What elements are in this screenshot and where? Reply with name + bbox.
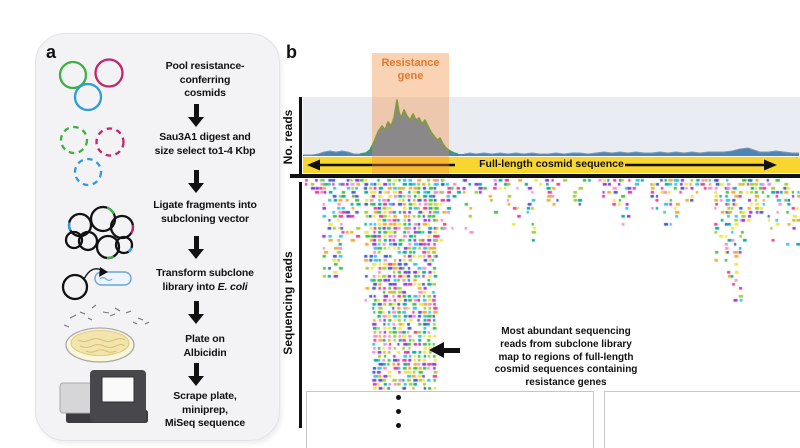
coverage-plot: [303, 99, 799, 156]
resistance-gene-label: Resistance gene: [381, 57, 440, 83]
annotation-arrowhead-icon: [429, 342, 444, 358]
workflow-step-5-label: Plate on Albicidin: [183, 333, 227, 359]
ellipsis-dot: [396, 395, 401, 400]
sequencing-reads-axis-label: Sequencing reads: [281, 251, 295, 355]
sequencing-reads-axis-line: [299, 182, 302, 428]
down-arrow-icon: [188, 236, 204, 260]
digested-fragments-icon: [59, 125, 125, 187]
down-arrow-icon: [188, 104, 204, 128]
panel-b-label: b: [286, 42, 297, 62]
x-axis-line: [290, 174, 800, 178]
workflow-step-4-label: Transform subclone library into E. coli: [156, 267, 254, 293]
down-arrow-icon: [188, 301, 204, 325]
down-arrow-icon: [188, 170, 204, 194]
subpanel-box-left: [306, 391, 594, 448]
cosmid-sequence-label: Full-length cosmid sequence: [479, 158, 624, 170]
panel-a-label: a: [46, 42, 57, 62]
annotation-arrow-icon: [443, 348, 460, 353]
ellipsis-dot: [396, 423, 401, 428]
workflow-step-2-label: Sau3A1 digest and size select to1-4 Kbp: [154, 131, 256, 157]
ecoli-transformation-icon: [61, 267, 132, 301]
double-arrow-icon: [307, 159, 777, 171]
ligation-cluster-icon: [64, 205, 135, 260]
no-reads-axis-label: No. reads: [281, 109, 295, 165]
sequencer-icon: [59, 370, 148, 423]
cosmid-circles-icon: [58, 58, 124, 112]
sequencing-reads-pileup: [303, 178, 800, 390]
petri-dish-icon: [63, 304, 150, 363]
cosmid-sequence-band: Full-length cosmid sequence: [303, 157, 800, 173]
workflow-step-3-label: Ligate fragments into subcloning vector: [153, 199, 257, 225]
reads-y-axis-line: [299, 97, 302, 177]
workflow-step-6-label: Scrape plate, miniprep, MiSeq sequence: [164, 390, 246, 430]
panel-a-icons: [58, 58, 150, 423]
subpanel-box-right: [604, 391, 800, 448]
ellipsis-dot: [396, 409, 401, 414]
workflow-step-1-label: Pool resistance- conferring cosmids: [165, 60, 245, 100]
down-arrow-icon: [188, 363, 204, 387]
resistance-gene-band: [372, 53, 449, 176]
annotation-text: Most abundant sequencing reads from subc…: [494, 326, 638, 389]
